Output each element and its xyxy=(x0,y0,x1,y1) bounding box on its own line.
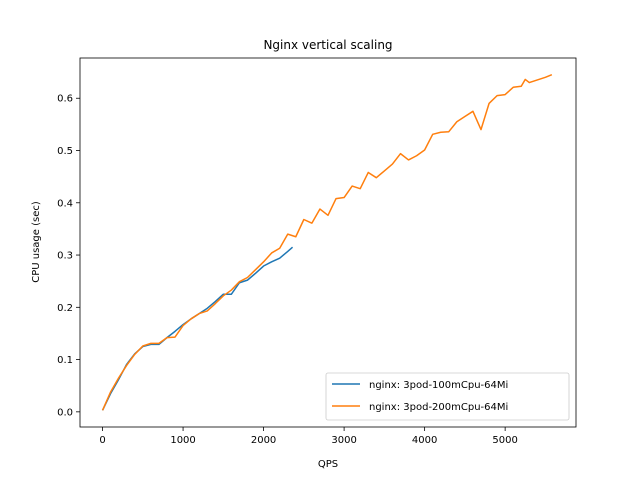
y-tick-label: 0.1 xyxy=(57,355,73,366)
legend-label-series-2: nginx: 3pod-200mCpu-64Mi xyxy=(369,402,508,413)
x-tick-label: 3000 xyxy=(331,435,356,446)
legend-label-series-1: nginx: 3pod-100mCpu-64Mi xyxy=(369,380,508,391)
x-axis-label: QPS xyxy=(318,459,338,470)
y-axis: 0.0 0.1 0.2 0.3 0.4 0.5 0.6 xyxy=(57,94,80,418)
y-tick-label: 0.0 xyxy=(57,407,73,418)
y-tick-label: 0.6 xyxy=(57,94,73,105)
x-tick-label: 4000 xyxy=(412,435,437,446)
y-axis-label: CPU usage (sec) xyxy=(31,201,42,283)
x-tick-label: 0 xyxy=(99,435,105,446)
chart-title: Nginx vertical scaling xyxy=(263,38,392,52)
y-tick-label: 0.3 xyxy=(57,251,73,262)
series-layer xyxy=(101,74,553,411)
legend-box xyxy=(325,372,570,421)
series-2 xyxy=(101,74,553,411)
series-line-2 xyxy=(101,74,553,411)
y-tick-label: 0.5 xyxy=(57,146,73,157)
x-tick-label: 1000 xyxy=(170,435,195,446)
y-tick-label: 0.4 xyxy=(57,198,73,209)
x-tick-label: 2000 xyxy=(251,435,276,446)
x-axis: 0 1000 2000 3000 4000 5000 xyxy=(99,427,518,446)
legend: nginx: 3pod-100mCpu-64Mi nginx: 3pod-200… xyxy=(325,372,570,421)
x-tick-label: 5000 xyxy=(492,435,517,446)
y-tick-label: 0.2 xyxy=(57,303,73,314)
plot-frame xyxy=(79,57,577,428)
